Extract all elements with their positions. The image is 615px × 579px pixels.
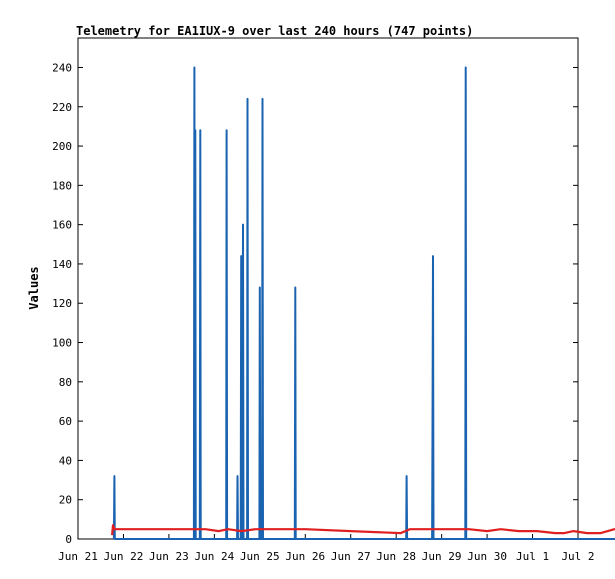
- x-tick-label: Jun 26: [285, 550, 325, 563]
- y-tick-label: 160: [52, 219, 72, 232]
- x-tick-label: Jul 1: [516, 550, 549, 563]
- x-tick-label: Jun 25: [240, 550, 280, 563]
- y-tick-label: 40: [59, 454, 72, 467]
- y-tick-label: 100: [52, 337, 72, 350]
- plot-frame: [77, 37, 579, 540]
- y-axis: 0 20 40 60 80 100 120 140 160 180 200 220 240: [52, 61, 578, 546]
- x-axis: Jun 21 Jun 22 Jun 23 Jun 24 Jun 25 Jun 26 Jun …: [58, 534, 595, 563]
- series-layer: [111, 66, 615, 540]
- y-tick-label: 220: [52, 101, 72, 114]
- y-tick-label: 60: [59, 415, 72, 428]
- y-tick-label: 140: [52, 258, 72, 271]
- y-tick-label: 20: [59, 494, 72, 507]
- x-tick-label: Jun 24: [194, 550, 234, 563]
- x-tick-label: Jun 28: [376, 550, 416, 563]
- series-line-1: [111, 524, 615, 536]
- y-axis-label: Values: [27, 266, 41, 309]
- y-tick-label: 120: [52, 297, 72, 310]
- x-tick-label: Jul 2: [561, 550, 594, 563]
- y-tick-label: 200: [52, 140, 72, 153]
- x-tick-label: Jun 29: [422, 550, 462, 563]
- series-line-0: [112, 66, 615, 540]
- y-tick-label: 80: [59, 376, 72, 389]
- x-tick-label: Jun 22: [104, 550, 144, 563]
- x-tick-label: Jun 30: [467, 550, 507, 563]
- x-tick-label: Jun 27: [331, 550, 371, 563]
- chart-title: Telemetry for EA1IUX-9 over last 240 hou…: [76, 24, 473, 38]
- x-tick-label: Jun 23: [149, 550, 189, 563]
- x-tick-label: Jun 21: [58, 550, 98, 563]
- y-tick-label: 180: [52, 179, 72, 192]
- y-tick-label: 240: [52, 61, 72, 74]
- y-tick-label: 0: [65, 533, 72, 546]
